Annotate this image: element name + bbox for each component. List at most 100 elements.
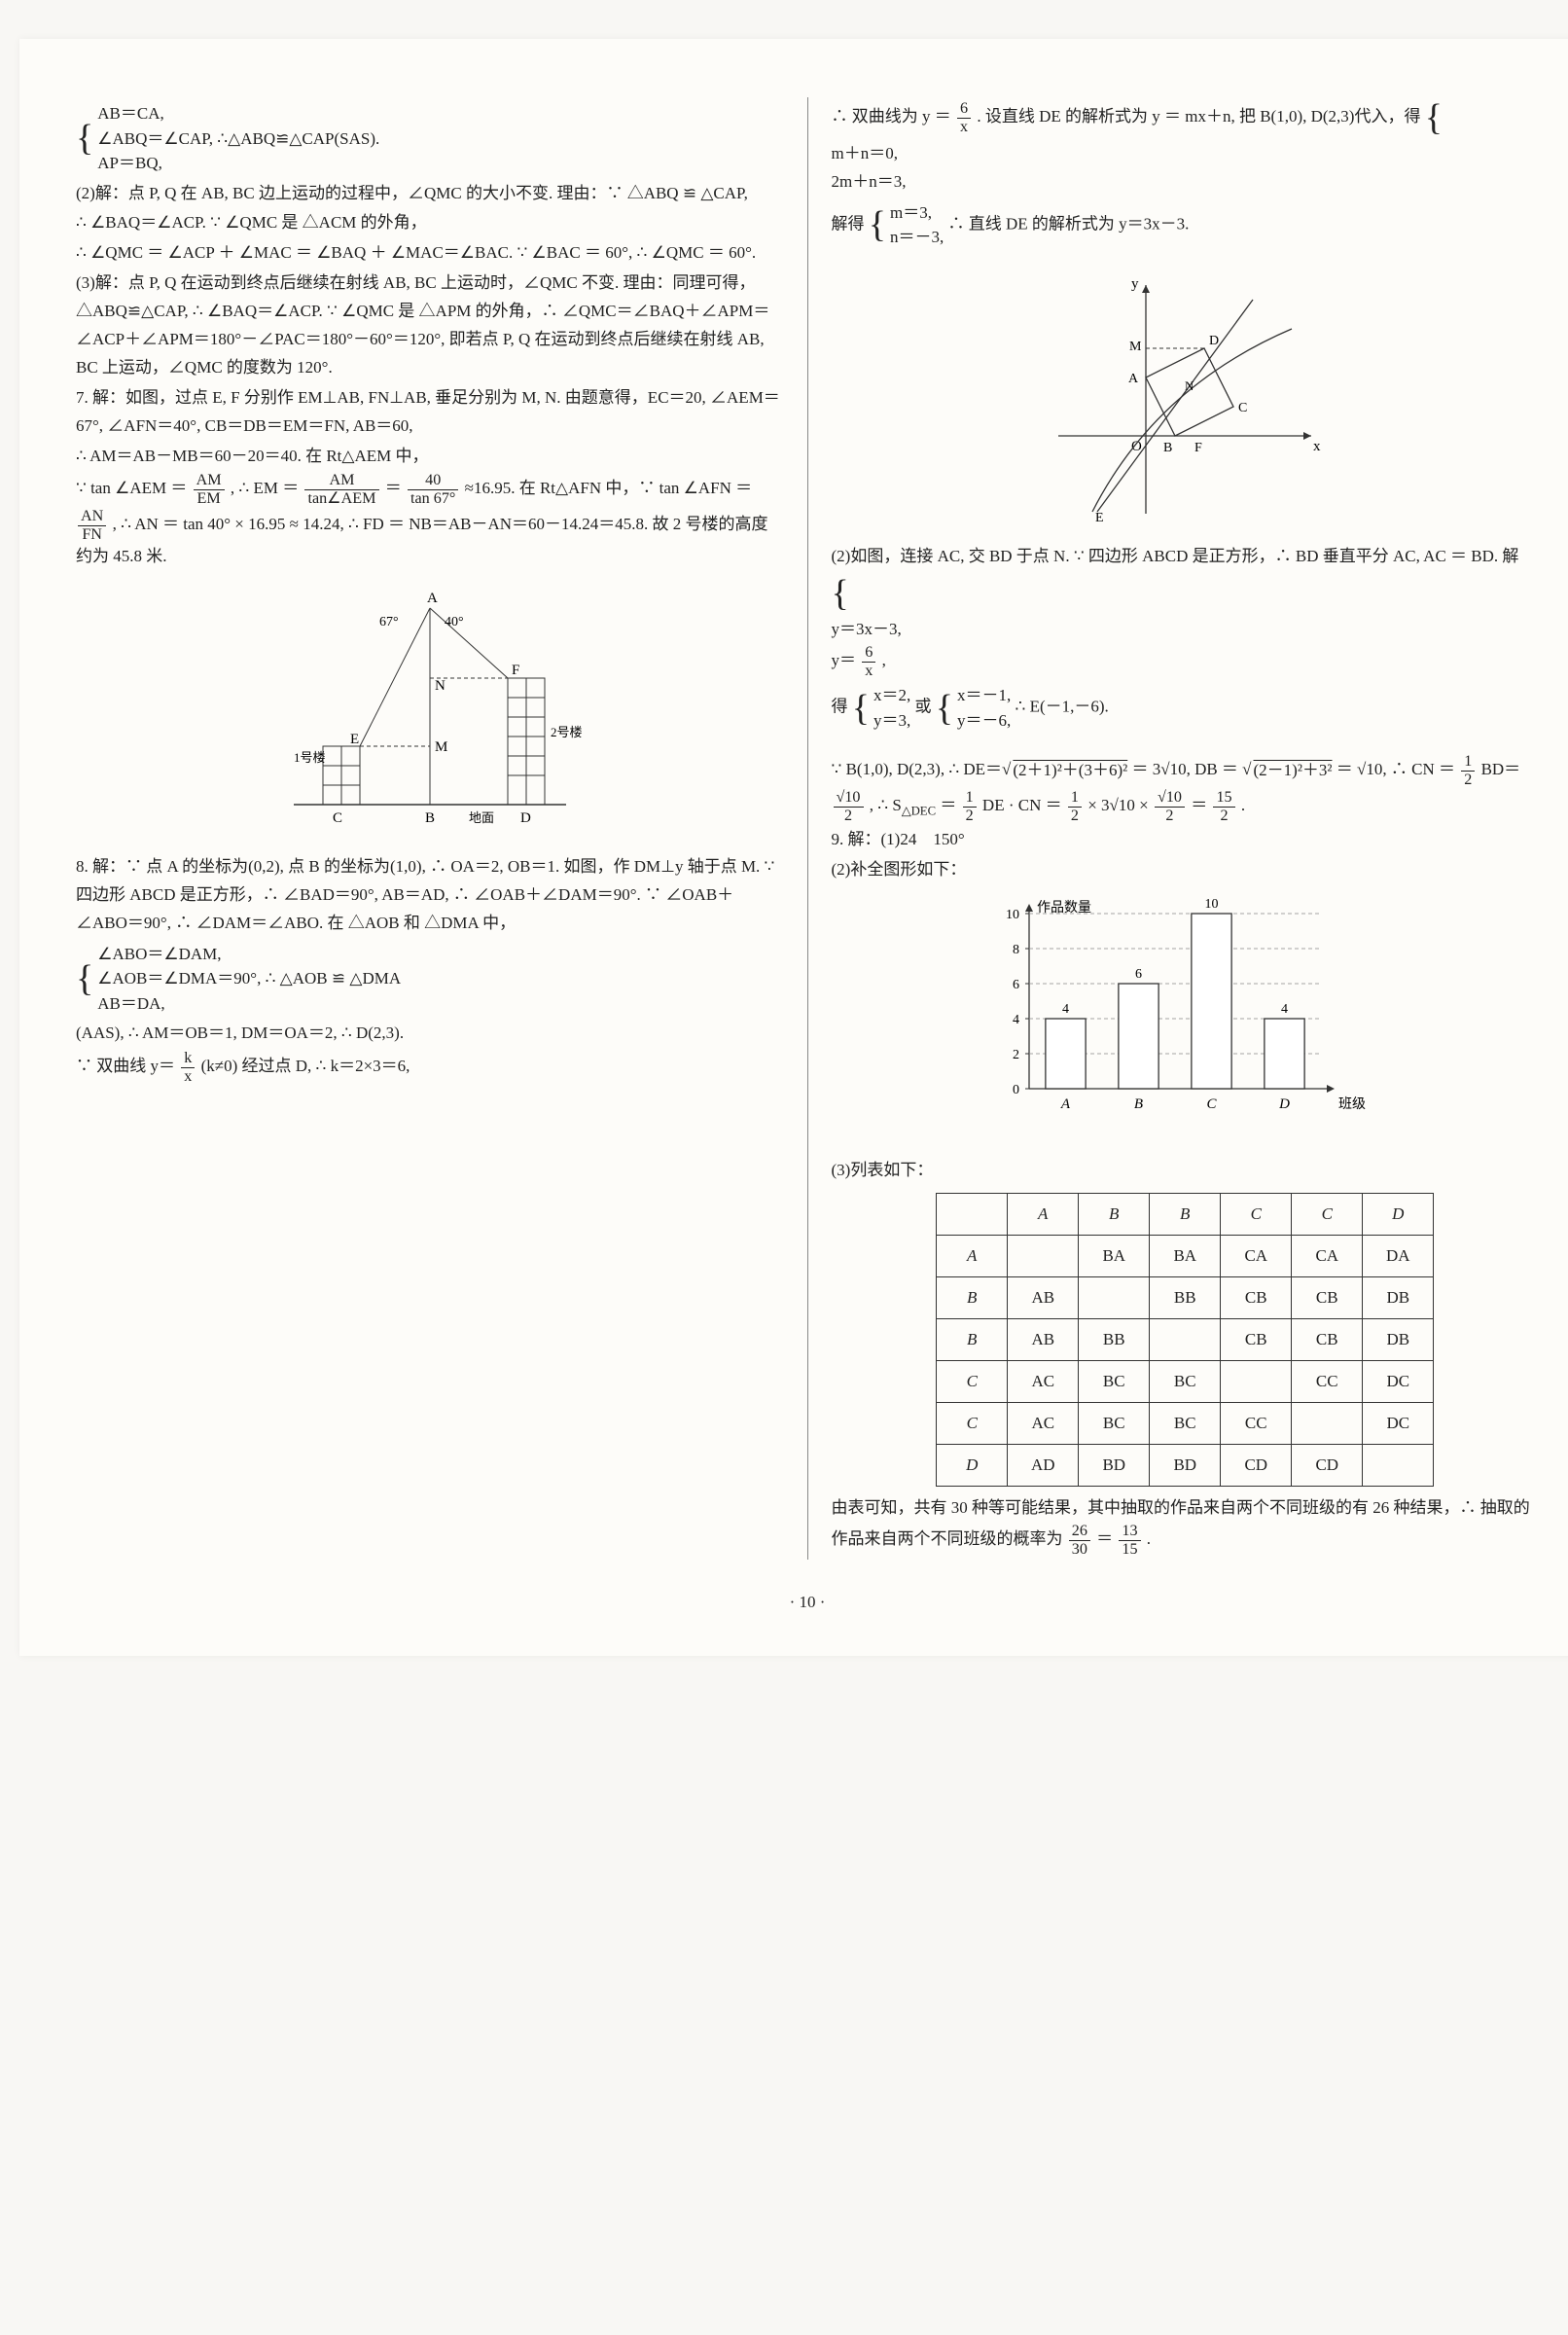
table-cell: CB	[1221, 1318, 1292, 1360]
svg-text:2: 2	[1013, 1048, 1019, 1062]
table-cell: B	[937, 1318, 1008, 1360]
table-cell: BC	[1079, 1402, 1150, 1444]
para-3: (3)解：点 P, Q 在运动到终点后继续在射线 AB, BC 上运动时，∠QM…	[76, 269, 784, 382]
para-8a: 8. 解：∵ 点 A 的坐标为(0,2), 点 B 的坐标为(1,0), ∴ O…	[76, 853, 784, 938]
svg-text:C: C	[1207, 1096, 1218, 1112]
left-column: { AB＝CA, ∠ABQ＝∠CAP, ∴△ABQ≌△CAP(SAS). AP＝…	[58, 97, 802, 1560]
table-header-cell: D	[1363, 1193, 1434, 1235]
table-cell: BB	[1079, 1318, 1150, 1360]
sys2b-l1: x＝－1,	[957, 683, 1011, 708]
table-cell: BB	[1150, 1276, 1221, 1318]
para-8c: ∵ 双曲线 y＝ k x (k≠0) 经过点 D, ∴ k＝2×3＝6,	[76, 1050, 784, 1086]
txt: ∵ tan ∠AEM ＝	[76, 480, 192, 498]
lblD: D	[520, 810, 531, 826]
brace-system-1: { AB＝CA, ∠ABQ＝∠CAP, ∴△ABQ≌△CAP(SAS). AP＝…	[76, 101, 784, 176]
table-cell: CC	[1221, 1402, 1292, 1444]
bar-chart-9: 02468104A6B10C4D作品数量班级	[832, 894, 1540, 1147]
left-brace-icon: {	[936, 692, 957, 725]
svg-text:4: 4	[1281, 1002, 1288, 1017]
txt: 解得	[832, 214, 865, 233]
lblB: B	[1163, 441, 1172, 455]
table-cell: CA	[1292, 1235, 1363, 1276]
table-cell	[1221, 1360, 1292, 1402]
left-brace-icon: {	[869, 208, 890, 241]
svg-text:班级: 班级	[1338, 1096, 1366, 1112]
table-header-cell: B	[1079, 1193, 1150, 1235]
brace-system-2: { ∠ABO＝∠DAM, ∠AOB＝∠DMA＝90°, ∴ △AOB ≌ △DM…	[76, 942, 784, 1017]
p9d: 由表可知，共有 30 种等可能结果，其中抽取的作品来自两个不同班级的有 26 种…	[832, 1494, 1540, 1558]
r-p2-sys: {	[832, 573, 1540, 614]
table-cell: C	[937, 1402, 1008, 1444]
svg-text:4: 4	[1013, 1013, 1019, 1027]
lbl-b2: 2号楼	[551, 725, 583, 739]
table-cell: DC	[1363, 1360, 1434, 1402]
table-cell	[1363, 1444, 1434, 1486]
frac-am-tan: AM tan∠AEM	[304, 472, 378, 508]
frac-26-30: 26 30	[1069, 1523, 1090, 1559]
table-header-cell: B	[1150, 1193, 1221, 1235]
frac-k-x: k x	[181, 1050, 195, 1086]
frac-40-tan67: 40 tan 67°	[408, 472, 458, 508]
left-brace-icon: {	[76, 122, 97, 155]
axx: x	[1313, 439, 1321, 454]
table-cell: AD	[1008, 1444, 1079, 1486]
txt: ∵ 双曲线 y＝	[76, 1057, 175, 1075]
table-cell: CB	[1221, 1276, 1292, 1318]
txt: . 设直线 DE 的解析式为 y ＝ mx＋n, 把 B(1,0), D(2,3…	[977, 107, 1420, 126]
figure-7: A 67° 40° E F M N	[76, 581, 784, 844]
ang67: 67°	[379, 615, 399, 629]
para-8b: (AAS), ∴ AM＝OB＝1, DM＝OA＝2, ∴ D(2,3).	[76, 1020, 784, 1048]
svg-text:作品数量: 作品数量	[1037, 900, 1091, 916]
table-cell: DB	[1363, 1318, 1434, 1360]
table-cell: BC	[1079, 1360, 1150, 1402]
table-cell: CB	[1292, 1276, 1363, 1318]
left-brace-icon: {	[1425, 101, 1446, 134]
txt: ∴ 直线 DE 的解析式为 y＝3x－3.	[948, 214, 1190, 233]
axy: y	[1131, 276, 1139, 292]
brace2-line2: ∠AOB＝∠DMA＝90°, ∴ △AOB ≌ △DMA	[97, 966, 401, 991]
sys2-l2: y＝ 6 x ,	[832, 644, 1540, 680]
right-column: ∴ 双曲线为 y ＝ 6 x . 设直线 DE 的解析式为 y ＝ mx＋n, …	[814, 97, 1557, 1560]
probability-table: ABBCCDABABACACADABABBBCBCBDBBABBBCBCBDBC…	[936, 1193, 1434, 1487]
table-cell: DC	[1363, 1402, 1434, 1444]
para-2-3: ∴ ∠QMC ＝ ∠ACP ＋ ∠MAC ＝ ∠BAQ ＋ ∠MAC＝∠BAC.…	[76, 239, 784, 268]
table-cell: BC	[1150, 1402, 1221, 1444]
sys1sol-l2: n＝－3,	[890, 225, 944, 250]
txt-E: ∴ E(－1,－6).	[1016, 698, 1109, 716]
frac-am-em: AM EM	[194, 472, 225, 508]
page-number: · 10 ·	[58, 1589, 1556, 1617]
table-cell	[1008, 1235, 1079, 1276]
sys1sol-l1: m＝3,	[890, 200, 944, 226]
svg-text:A: A	[1060, 1096, 1071, 1112]
svg-text:0: 0	[1013, 1083, 1019, 1097]
lblM: M	[1129, 340, 1142, 354]
table-cell: AC	[1008, 1360, 1079, 1402]
table-cell: BD	[1150, 1444, 1221, 1486]
table-cell: CB	[1292, 1318, 1363, 1360]
table-cell: A	[937, 1235, 1008, 1276]
svg-text:8: 8	[1013, 943, 1019, 957]
column-divider	[807, 97, 808, 1560]
lblE: E	[350, 732, 359, 747]
brace1-line1: AB＝CA,	[97, 101, 379, 126]
page: { AB＝CA, ∠ABQ＝∠CAP, ∴△ABQ≌△CAP(SAS). AP＝…	[19, 39, 1568, 1656]
table-cell: DA	[1363, 1235, 1434, 1276]
svg-text:10: 10	[1205, 897, 1219, 912]
lblB: B	[425, 810, 435, 826]
table-header-cell: C	[1292, 1193, 1363, 1235]
para-2-1: (2)解：点 P, Q 在 AB, BC 边上运动的过程中，∠QMC 的大小不变…	[76, 180, 784, 208]
svg-text:B: B	[1134, 1096, 1143, 1112]
txt: ∴ 双曲线为 y ＝	[832, 107, 956, 126]
lblN: N	[435, 678, 445, 694]
para-7b: ∴ AM＝AB－MB＝60－20＝40. 在 Rt△AEM 中，	[76, 443, 784, 471]
lblD: D	[1209, 334, 1219, 348]
table-cell: AC	[1008, 1402, 1079, 1444]
sys2b-l2: y＝－6,	[957, 708, 1011, 734]
para-7a: 7. 解：如图，过点 E, F 分别作 EM⊥AB, FN⊥AB, 垂足分别为 …	[76, 384, 784, 441]
para-2-2: ∴ ∠BAQ＝∠ACP. ∵ ∠QMC 是 △ACM 的外角，	[76, 209, 784, 237]
txt-or: 或	[915, 698, 932, 716]
txt: ＝	[385, 480, 406, 498]
svg-text:6: 6	[1135, 967, 1142, 982]
txt: , ∴ EM ＝	[231, 480, 303, 498]
table-cell: AB	[1008, 1276, 1079, 1318]
